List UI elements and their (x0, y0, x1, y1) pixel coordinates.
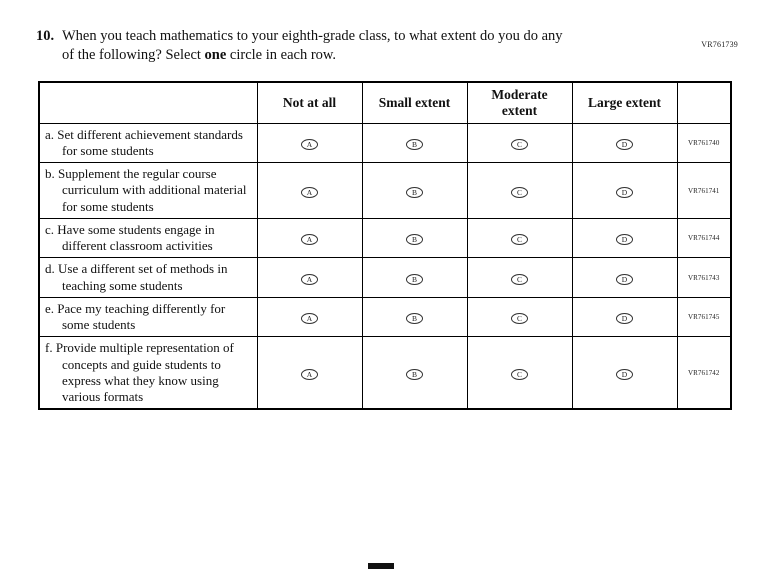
table-row: a. Set different achievement standards f… (38, 122, 732, 164)
cell-moderate-extent: C (466, 162, 573, 219)
row-stem: a. Set different achievement standards f… (38, 122, 258, 164)
row-stem: b. Supplement the regular course curricu… (38, 162, 258, 219)
table-row: c. Have some students engage in differen… (38, 217, 732, 259)
answer-oval[interactable]: B (406, 369, 423, 381)
table-row: b. Supplement the regular course curricu… (38, 162, 732, 219)
row-letter: a. (45, 126, 55, 142)
answer-oval[interactable]: A (301, 369, 318, 381)
row-stem: e. Pace my teaching differently for some… (38, 296, 258, 338)
cell-moderate-extent: C (466, 336, 573, 410)
answer-oval[interactable]: B (406, 313, 423, 325)
header-row: Not at all Small extent Moderate extent … (38, 81, 732, 124)
table-row: e. Pace my teaching differently for some… (38, 296, 732, 338)
row-stem: d. Use a different set of methods in tea… (38, 257, 258, 298)
cell-small-extent: B (361, 217, 468, 259)
row-letter: f. (45, 340, 53, 356)
question-body: When you teach mathematics to your eight… (62, 27, 563, 65)
answer-oval[interactable]: D (616, 186, 633, 198)
question-line2-bold: one (204, 46, 227, 63)
cell-not-at-all: A (256, 257, 363, 298)
cell-large-extent: D (571, 296, 678, 338)
answer-oval[interactable]: A (301, 186, 318, 198)
cell-small-extent: B (361, 257, 468, 298)
cell-large-extent: D (571, 162, 678, 219)
answer-oval[interactable]: B (406, 186, 423, 198)
cell-large-extent: D (571, 122, 678, 164)
cell-moderate-extent: C (466, 257, 573, 298)
answer-oval[interactable]: A (301, 139, 318, 151)
header-not-at-all: Not at all (256, 81, 363, 124)
answer-oval[interactable]: C (511, 313, 528, 325)
answer-oval[interactable]: D (616, 273, 633, 285)
answer-oval[interactable]: C (511, 273, 528, 285)
table-row: d. Use a different set of methods in tea… (38, 257, 732, 298)
question-line1: When you teach mathematics to your eight… (62, 28, 563, 44)
answer-oval[interactable]: A (301, 234, 318, 246)
question-number: 10. (36, 28, 55, 44)
answer-oval[interactable]: C (511, 234, 528, 246)
row-stem: c. Have some students engage in differen… (38, 217, 258, 259)
cell-moderate-extent: C (466, 296, 573, 338)
cell-small-extent: B (361, 162, 468, 219)
row-label: Provide multiple representation of conce… (55, 340, 234, 405)
header-vr-blank (676, 81, 732, 124)
table-row: f. Provide multiple representation of co… (38, 336, 732, 410)
vr-code-row: VR761740 (676, 122, 732, 164)
header-moderate-extent: Moderate extent (466, 81, 573, 124)
cell-not-at-all: A (256, 122, 363, 164)
header-blank (38, 81, 258, 124)
cell-small-extent: B (361, 296, 468, 338)
cell-large-extent: D (571, 336, 678, 410)
question-line2-post: circle in each row. (226, 46, 337, 63)
row-letter: c. (45, 221, 55, 237)
row-label: Use a different set of methods in teachi… (58, 261, 228, 293)
header-small-extent: Small extent (361, 81, 468, 124)
row-label: Have some students engage in different c… (57, 221, 215, 254)
cell-not-at-all: A (256, 217, 363, 259)
vr-code-page: VR761739 (701, 40, 738, 49)
answer-oval[interactable]: D (616, 369, 633, 381)
cell-not-at-all: A (256, 296, 363, 338)
survey-table: Not at all Small extent Moderate extent … (38, 80, 732, 411)
question-text: 10. When you teach mathematics to your e… (36, 27, 738, 65)
answer-oval[interactable]: C (511, 186, 528, 198)
cell-not-at-all: A (256, 336, 363, 410)
row-label: Set different achievement standards for … (57, 126, 243, 158)
row-letter: e. (45, 300, 55, 316)
header-large-extent: Large extent (571, 81, 678, 124)
cell-moderate-extent: C (466, 217, 573, 259)
answer-oval[interactable]: D (616, 313, 633, 325)
scan-artifact (368, 563, 394, 569)
vr-code-row: VR761745 (676, 296, 732, 338)
answer-oval[interactable]: B (406, 273, 423, 285)
answer-oval[interactable]: B (406, 234, 423, 246)
cell-small-extent: B (361, 336, 468, 410)
answer-oval[interactable]: B (406, 139, 423, 151)
row-stem: f. Provide multiple representation of co… (38, 336, 258, 410)
cell-not-at-all: A (256, 162, 363, 219)
vr-code-row: VR761741 (676, 162, 732, 219)
answer-oval[interactable]: A (301, 273, 318, 285)
answer-oval[interactable]: C (511, 139, 528, 151)
cell-moderate-extent: C (466, 122, 573, 164)
cell-large-extent: D (571, 257, 678, 298)
answer-oval[interactable]: D (616, 234, 633, 246)
vr-code-row: VR761742 (676, 336, 732, 410)
row-letter: b. (45, 166, 55, 182)
row-letter: d. (45, 261, 55, 277)
vr-code-row: VR761744 (676, 217, 732, 259)
vr-code-row: VR761743 (676, 257, 732, 298)
cell-small-extent: B (361, 122, 468, 164)
question-line2-pre: of the following? Select (62, 46, 205, 63)
cell-large-extent: D (571, 217, 678, 259)
answer-oval[interactable]: A (301, 313, 318, 325)
answer-oval[interactable]: C (511, 369, 528, 381)
row-label: Pace my teaching differently for some st… (57, 300, 226, 333)
row-label: Supplement the regular course curriculum… (58, 166, 247, 214)
answer-oval[interactable]: D (616, 139, 633, 151)
